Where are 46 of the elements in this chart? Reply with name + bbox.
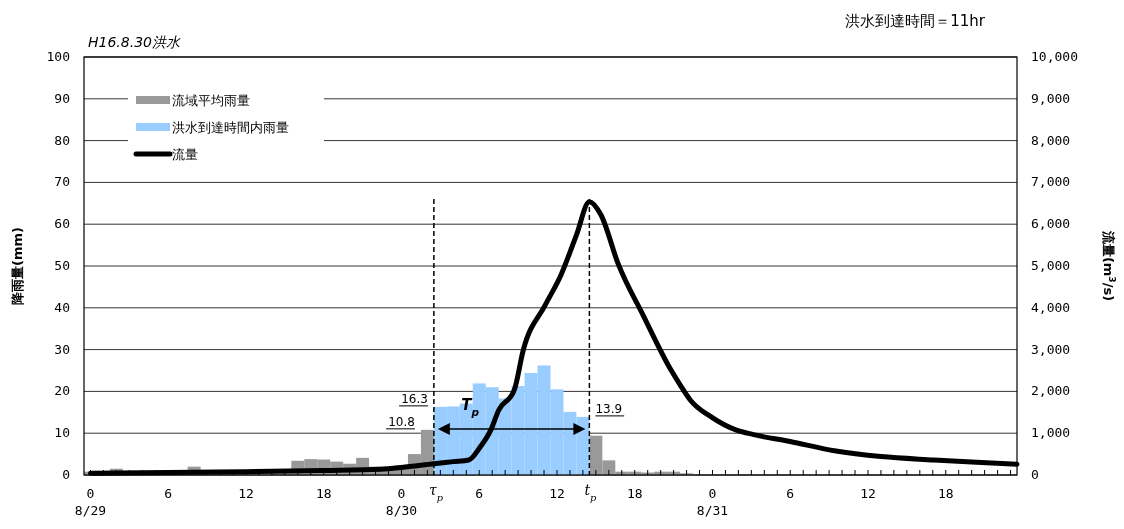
legend-label: 流域平均雨量 xyxy=(172,93,250,108)
legend-label: 洪水到達時間内雨量 xyxy=(172,120,289,135)
y2-tick-label: 6,000 xyxy=(1031,216,1071,232)
legend-label: 流量 xyxy=(172,147,198,162)
y-axis-title: 降雨量(mm) xyxy=(10,227,25,305)
x-tick-label: 0 8/30 xyxy=(385,486,418,518)
ref-line-label: t$_{p}$ xyxy=(584,482,598,503)
y2-tick-label: 10,000 xyxy=(1031,49,1078,64)
data-label: 13.9 xyxy=(595,401,623,416)
x-tick-label: 12 xyxy=(549,486,565,501)
x-tick-label: 18 xyxy=(937,486,954,501)
chart-title: 洪水到達時間＝11hr xyxy=(845,12,986,30)
y-tick-label: 10 xyxy=(54,425,70,441)
x-tick-label: 6 xyxy=(164,486,173,501)
y2-tick-label: 1,000 xyxy=(1031,425,1071,441)
annotation: T$_{p}$ xyxy=(461,396,480,419)
y-tick-label: 90 xyxy=(54,90,70,106)
y2-tick-label: 4,000 xyxy=(1031,299,1071,315)
y-tick-label: 80 xyxy=(54,132,70,148)
x-tick-label: 0 8/31 xyxy=(696,486,729,518)
y-tick-label: 30 xyxy=(54,341,70,357)
ref-line-label: τ$_{p}$ xyxy=(428,482,444,503)
x-tick-label: 6 xyxy=(475,486,484,501)
y-tick-label: 70 xyxy=(54,174,70,190)
y2-tick-label: 7,000 xyxy=(1031,174,1071,190)
y2-tick-label: 9,000 xyxy=(1031,90,1071,106)
y-tick-label: 100 xyxy=(46,49,70,64)
chart-subtitle: H16.8.30洪水 xyxy=(88,34,181,50)
x-tick-label: 12 xyxy=(860,486,876,501)
x-tick-label: 6 xyxy=(786,486,795,501)
data-label: 10.8 xyxy=(388,414,415,429)
y-tick-label: 40 xyxy=(54,299,70,315)
y-tick-label: 60 xyxy=(54,216,70,232)
x-tick-label: 12 xyxy=(238,486,254,501)
y2-tick-label: 0 xyxy=(1031,467,1039,482)
y-tick-label: 20 xyxy=(54,383,70,399)
data-label: 16.3 xyxy=(401,391,428,406)
x-tick-label: 18 xyxy=(315,486,332,501)
y2-tick-label: 3,000 xyxy=(1031,341,1071,357)
y2-tick-label: 5,000 xyxy=(1031,258,1071,273)
x-tick-label: 0 8/29 xyxy=(74,486,107,518)
y-tick-label: 50 xyxy=(54,258,70,273)
y2-tick-label: 2,000 xyxy=(1031,383,1071,399)
x-tick-label: 18 xyxy=(626,486,643,501)
y2-tick-label: 8,000 xyxy=(1031,132,1071,148)
y-tick-label: 0 xyxy=(62,467,70,482)
